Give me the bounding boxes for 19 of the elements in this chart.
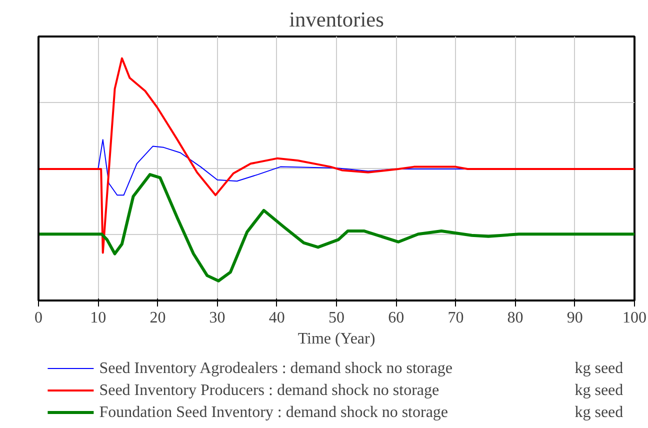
- x-axis-title: Time (Year): [298, 330, 376, 348]
- x-tick-label: 70: [448, 310, 464, 326]
- x-tick-label: 50: [328, 310, 344, 326]
- x-tick-label: 40: [268, 310, 285, 326]
- x-tick-label: 30: [209, 310, 226, 326]
- legend-label: Seed Inventory Producers : demand shock no storage: [99, 382, 440, 399]
- text: kg seed: [574, 404, 624, 421]
- x-tick-label: 100: [622, 310, 646, 326]
- legend-label: Foundation Seed Inventory : demand shock no storage: [99, 404, 448, 421]
- x-tick-label: 80: [507, 310, 524, 326]
- text: kg seed: [574, 360, 624, 377]
- x-tick-label: 20: [150, 310, 166, 326]
- x-tick-label: 90: [566, 310, 583, 326]
- text: kg seed: [574, 382, 624, 399]
- x-tick-label: 10: [90, 310, 106, 326]
- x-tick-label: 60: [388, 310, 404, 326]
- legend-label: Seed Inventory Agrodealers : demand shock no storage: [99, 360, 452, 377]
- chart-title: inventories: [289, 8, 384, 32]
- x-tick-label: 0: [34, 310, 42, 326]
